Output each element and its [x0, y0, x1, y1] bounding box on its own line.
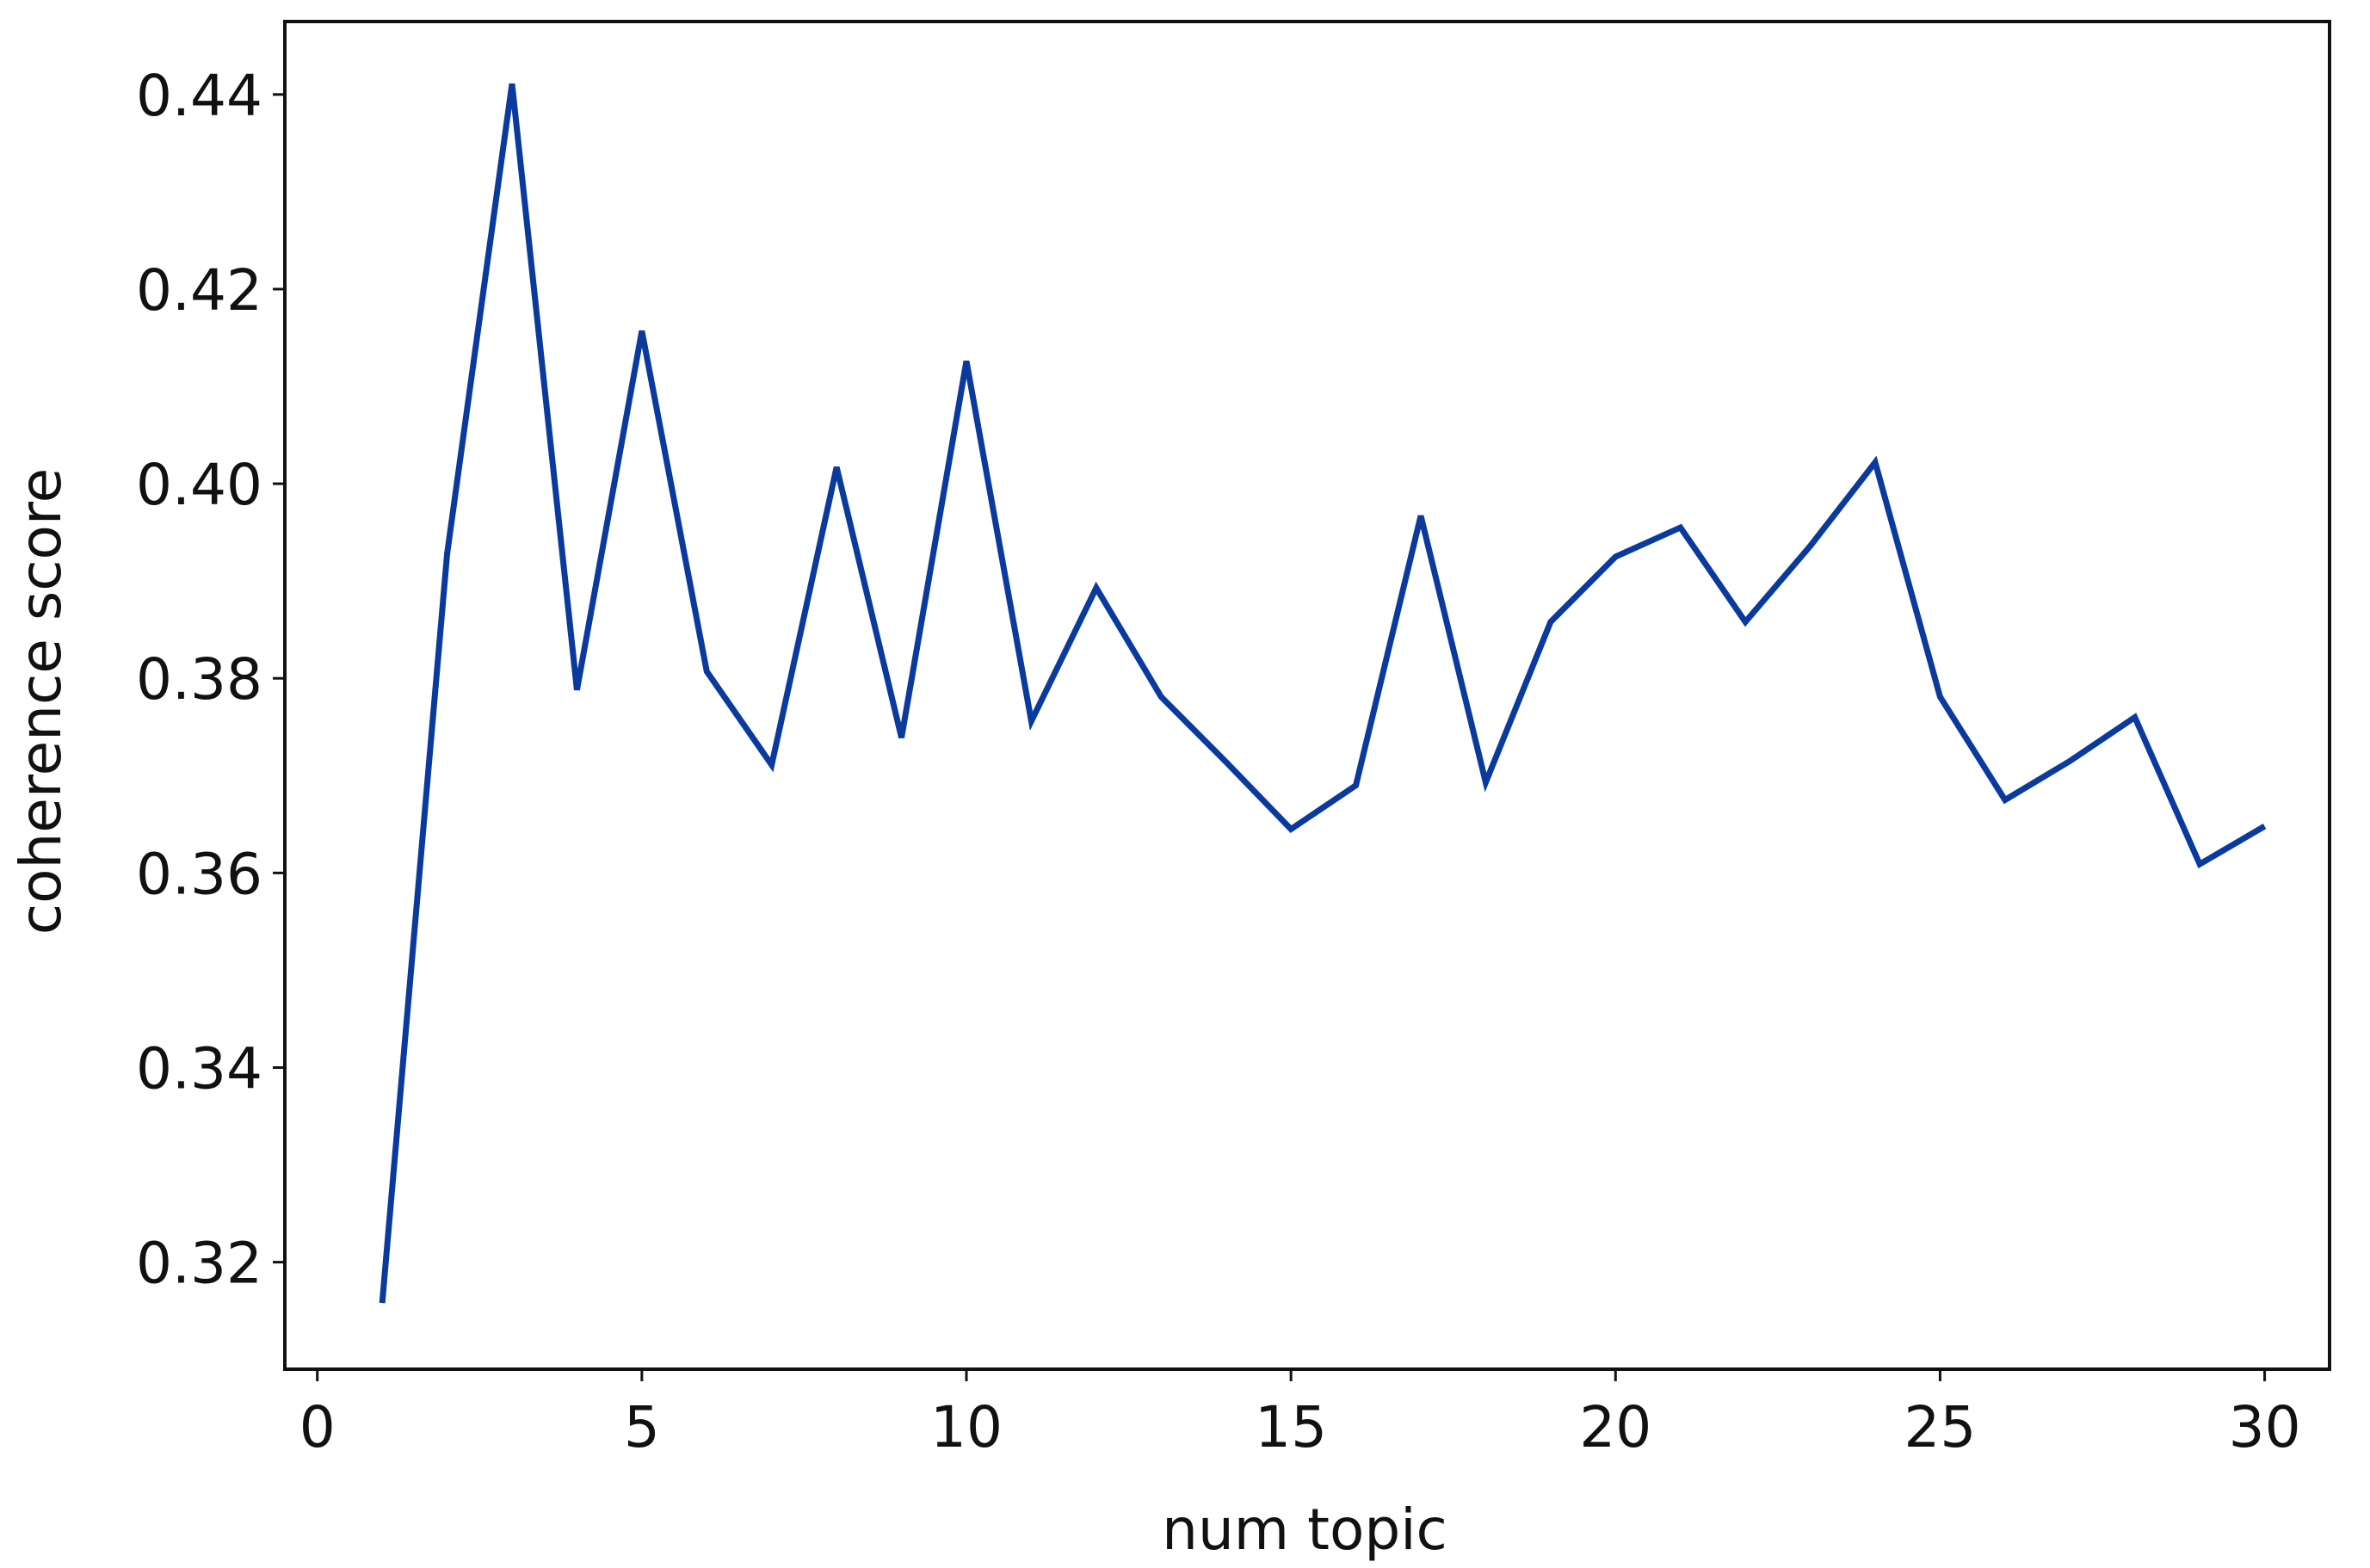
data-line — [379, 83, 2267, 1304]
x-axis-label: num topic — [1162, 1497, 1447, 1563]
x-tick-label: 20 — [1579, 1394, 1651, 1460]
x-tick-label: 30 — [2229, 1394, 2301, 1460]
y-axis-label: coherence score — [8, 468, 74, 935]
x-tick-label: 25 — [1904, 1394, 1976, 1460]
y-tick-label: 0.42 — [136, 257, 262, 324]
x-tick-label: 10 — [930, 1394, 1003, 1460]
x-tick-label: 15 — [1255, 1394, 1327, 1460]
y-tick-label: 0.44 — [136, 63, 262, 129]
y-tick-label: 0.40 — [136, 452, 262, 518]
y-tick-label: 0.38 — [136, 646, 262, 713]
plot-frame — [283, 20, 2331, 1371]
x-tick-label: 5 — [624, 1394, 660, 1460]
y-tick-label: 0.34 — [136, 1035, 262, 1102]
y-tick-label: 0.32 — [136, 1231, 262, 1297]
y-tick-label: 0.36 — [136, 841, 262, 907]
x-tick-label: 0 — [299, 1394, 336, 1460]
